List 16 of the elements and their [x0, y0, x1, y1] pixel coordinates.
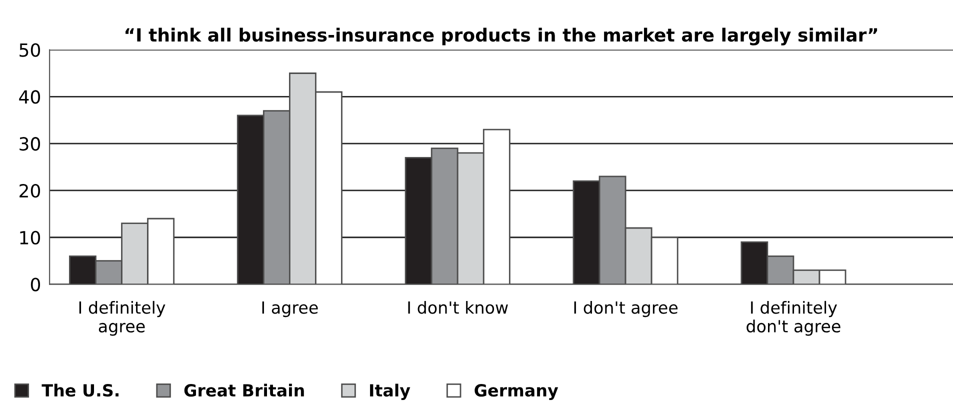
legend-label: Germany	[474, 384, 558, 400]
x-tick-label: I don't agree	[574, 300, 678, 318]
x-tick-label: I don't know	[408, 300, 508, 314]
x-tick-label: I definitely don't agree	[746, 300, 840, 336]
legend-label: The U.S.	[42, 384, 119, 397]
y-tick-label: 20	[20, 184, 40, 198]
y-tick-label: 0	[30, 278, 40, 292]
legend-label: Great Britain	[184, 384, 304, 397]
y-tick-label: 10	[20, 230, 40, 244]
legend-label: Italy	[370, 384, 410, 400]
x-tick-label: I definitely agree	[79, 300, 166, 336]
y-tick-label: 40	[19, 90, 40, 104]
y-tick-label: 50	[20, 43, 40, 57]
chart-title: “I think all business-insurance products in the market are largely similar”	[126, 28, 878, 46]
y-tick-label: 30	[20, 137, 40, 151]
x-tick-label: I agree	[262, 301, 318, 318]
